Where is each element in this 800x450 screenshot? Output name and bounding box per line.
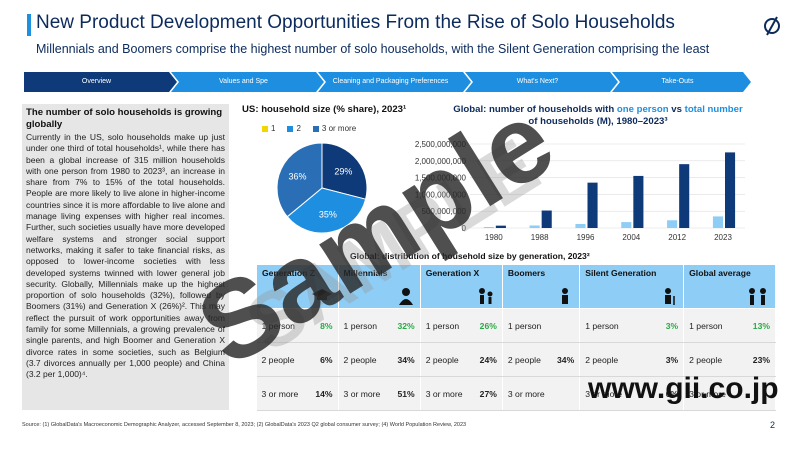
bar-one-person-2023 [712, 216, 723, 228]
bar-one-person-1996 [575, 223, 586, 228]
table-row: 3 or more 14% 3 or more 51% 3 or more 27% 3… [256, 376, 776, 411]
group-icon [749, 288, 766, 305]
bar-total-number-2004 [633, 175, 644, 228]
nav-step-label: Values and Spe [219, 78, 268, 85]
summary-body: Currently in the US, solo households mak… [26, 132, 225, 380]
col-global-average: Global average [683, 264, 776, 309]
pie-chart: 29% 35% 36% [276, 142, 368, 234]
bar-one-person-1988 [529, 225, 540, 228]
bar-chart: 2,500,000,000 2,000,000,000 1,500,000,000 1… [415, 140, 745, 242]
legend-item-1: 1 [262, 124, 275, 133]
nav-step-cleaning[interactable]: Cleaning and Packaging Preferences [318, 72, 473, 92]
section-nav: Overview Values and Spe Cleaning and Pac… [24, 72, 751, 92]
x-tick-label: 1980 [485, 233, 503, 242]
family-icon [478, 288, 493, 304]
y-tick-label: 2,500,000,000 [415, 140, 467, 149]
x-tick-label: 2023 [714, 233, 732, 242]
col-boomers: Boomers [501, 264, 581, 309]
x-tick-label: 1988 [531, 233, 549, 242]
bar-one-person-2004 [621, 222, 632, 228]
nav-step-label: Overview [81, 78, 112, 85]
legend-item-3: 3 or more [312, 124, 356, 133]
nav-step-values[interactable]: Values and Spe [171, 72, 326, 92]
col-silent-generation: Silent Generation [579, 264, 685, 309]
nav-step-whats-next[interactable]: What's Next? [465, 72, 620, 92]
page-number: 2 [770, 420, 776, 430]
bar-total-number-1996 [587, 182, 598, 228]
y-tick-label: 1,000,000,000 [415, 190, 467, 199]
site-url-watermark: www.gii.co.jp [588, 372, 779, 405]
bar-chart-title: Global: number of households with one pe… [453, 104, 743, 127]
person-icon [562, 288, 569, 304]
x-tick-label: 1996 [577, 233, 595, 242]
page-title: New Product Development Opportunities Fr… [36, 12, 675, 33]
nav-step-label: Cleaning and Packaging Preferences [332, 78, 449, 85]
bar-one-person-2012 [667, 220, 678, 228]
source-footnote: Source: (1) GlobalData's Macroeconomic D… [22, 422, 467, 428]
pie-slice-3-or-more [276, 142, 323, 218]
table-row: 1 person 8% 1 person 32% 1 person 26% 1 per… [256, 308, 776, 343]
pie-chart-title: US: household size (% share), 2023¹ [242, 104, 407, 115]
brand-logo-icon [764, 16, 780, 36]
x-tick-label: 2012 [668, 233, 686, 242]
nav-step-label: What's Next? [516, 78, 559, 85]
page-subtitle: Millennials and Boomers comprise the hig… [36, 42, 710, 56]
pie-legend: 1 2 3 or more [262, 124, 356, 133]
pie-data-label: 29% [334, 166, 352, 176]
generation-table: Generation Z Millennials Generation X Bo… [256, 264, 776, 411]
y-tick-label: 0 [462, 224, 467, 233]
legend-item-2: 2 [287, 124, 301, 133]
x-tick-label: 2004 [622, 233, 640, 242]
pie-data-label: 36% [289, 172, 307, 182]
bar-one-person-1980 [483, 226, 494, 228]
nav-step-take-outs[interactable]: Take-Outs [612, 72, 751, 92]
summary-panel: The number of solo households is growing… [22, 104, 229, 410]
summary-heading: The number of solo households is growing… [26, 107, 223, 130]
nav-step-overview[interactable]: Overview [24, 72, 179, 92]
bar-total-number-2012 [679, 164, 690, 228]
y-tick-label: 1,500,000,000 [415, 174, 467, 183]
bar-total-number-1980 [495, 225, 506, 228]
col-generation-x: Generation X [419, 264, 503, 309]
y-tick-label: 500,000,000 [422, 207, 467, 216]
nav-step-label: Take-Outs [661, 78, 694, 85]
pie-slice-1 [321, 142, 368, 200]
col-millennials: Millennials [337, 264, 421, 309]
table-title: Global: distribution of household size b… [350, 251, 590, 261]
graduation-cap-icon [311, 289, 332, 300]
bar-total-number-2023 [725, 152, 736, 228]
title-accent-bar [27, 14, 31, 36]
pie-slice-2 [286, 187, 367, 234]
elderly-person-icon [665, 288, 675, 305]
bar-total-number-1988 [541, 210, 552, 228]
pie-data-label: 35% [319, 209, 337, 219]
table-row: 2 people 6% 2 people 34% 2 people 24% 2 peo… [256, 342, 776, 377]
person-icon [398, 288, 413, 305]
col-generation-z: Generation Z [256, 264, 339, 309]
y-tick-label: 2,000,000,000 [415, 157, 467, 166]
